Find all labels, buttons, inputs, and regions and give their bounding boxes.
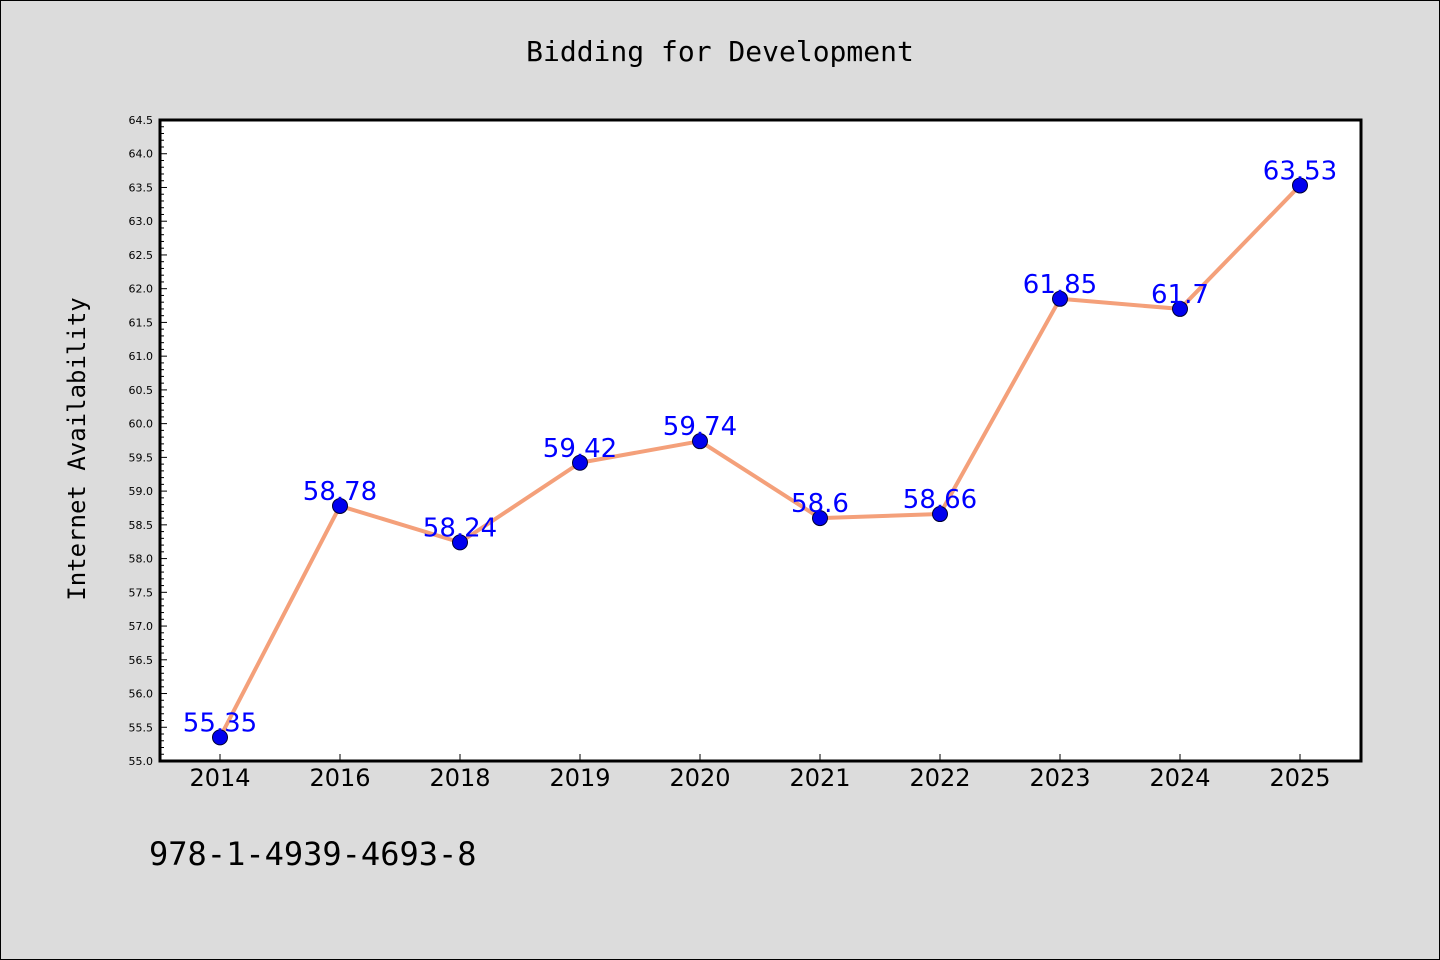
x-tick-label: 2022 (909, 764, 970, 792)
y-tick-label: 64.0 (129, 148, 154, 161)
x-tick-label: 2020 (669, 764, 730, 792)
x-tick-label: 2016 (309, 764, 370, 792)
y-tick-label: 61.0 (129, 350, 154, 363)
data-label: 61.85 (1023, 270, 1097, 300)
y-tick-label: 62.5 (129, 249, 154, 262)
data-point-marker (212, 729, 228, 746)
y-tick-label: 60.5 (129, 384, 154, 397)
data-label: 61.7 (1151, 280, 1209, 310)
y-tick-label: 61.5 (129, 316, 154, 329)
x-tick-label: 2024 (1149, 764, 1210, 792)
data-label: 58.66 (903, 485, 977, 515)
chart-title: Bidding for Development (526, 35, 914, 68)
data-label: 58.6 (791, 489, 849, 519)
y-tick-label: 56.5 (129, 654, 154, 667)
data-label: 58.24 (423, 513, 497, 543)
data-label: 58.78 (303, 477, 377, 507)
y-tick-label: 55.0 (129, 755, 154, 768)
x-tick-label: 2019 (549, 764, 610, 792)
x-tick-label: 2025 (1269, 764, 1330, 792)
x-tick-label: 2018 (429, 764, 490, 792)
data-label: 59.74 (663, 412, 737, 442)
data-point-marker (812, 510, 828, 527)
data-point-marker (572, 454, 588, 471)
y-tick-label: 57.0 (129, 620, 154, 633)
plot-background (160, 120, 1361, 761)
plot-border (158, 118, 1363, 763)
data-label: 55.35 (183, 708, 257, 738)
data-label: 63.53 (1263, 156, 1337, 186)
data-point-marker (932, 506, 948, 523)
x-tick-label: 2023 (1029, 764, 1090, 792)
y-tick-label: 57.5 (129, 586, 154, 599)
data-point-marker (332, 497, 348, 514)
y-tick-label: 59.0 (129, 485, 154, 498)
y-tick-label: 62.0 (129, 283, 154, 296)
y-tick-label: 63.5 (129, 181, 154, 194)
x-tick-label: 2014 (189, 764, 250, 792)
data-point-marker (1172, 300, 1188, 317)
footnote-isbn: 978-1-4939-4693-8 (149, 835, 477, 873)
data-point-marker (452, 534, 468, 551)
data-point-marker (1052, 290, 1068, 307)
data-label: 59.42 (543, 434, 617, 464)
y-tick-label: 60.0 (129, 418, 154, 431)
data-point-marker (1292, 177, 1308, 194)
data-point-marker (692, 433, 708, 450)
x-tick-label: 2021 (789, 764, 850, 792)
y-tick-label: 58.0 (129, 553, 154, 566)
y-tick-label: 64.5 (129, 114, 154, 127)
series-line (218, 183, 1302, 740)
y-tick-label: 56.0 (129, 688, 154, 701)
y-tick-label: 59.5 (129, 451, 154, 464)
y-tick-label: 55.5 (129, 721, 154, 734)
y-tick-label: 58.5 (129, 519, 154, 532)
y-tick-label: 63.0 (129, 215, 154, 228)
